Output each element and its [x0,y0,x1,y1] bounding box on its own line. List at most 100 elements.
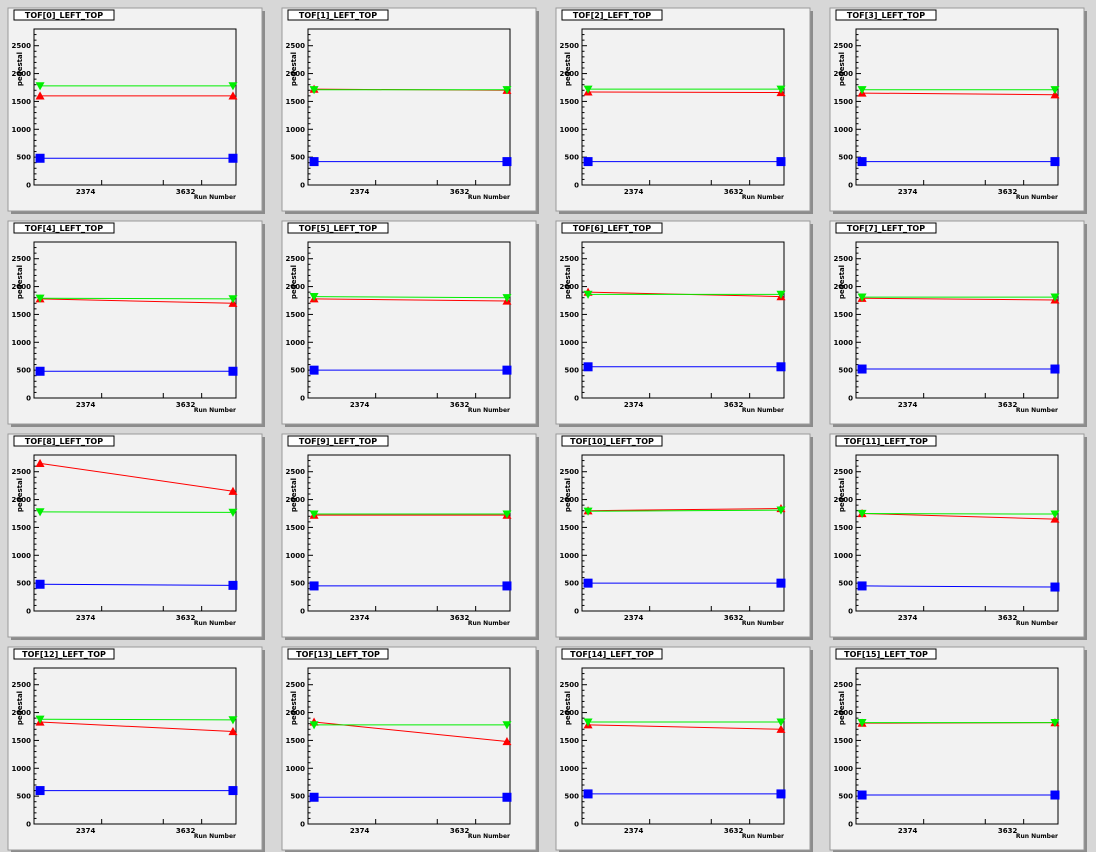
y-tick-label: 1500 [834,311,854,319]
data-point [502,157,512,167]
chart-title: TOF[2]_LEFT_TOP [573,11,651,20]
panel-background [829,7,1085,212]
chart-title: TOF[7]_LEFT_TOP [847,224,925,233]
panel-background [281,433,537,638]
panel-background [281,7,537,212]
data-point [1050,86,1060,95]
y-tick-label: 1000 [12,765,32,773]
series-line [314,298,507,302]
y-tick-label: 1500 [286,524,306,532]
data-point [857,790,867,800]
data-point [776,724,786,733]
y-axis-label: pedestal [16,265,24,299]
panel-background [555,7,811,212]
x-tick-label: 2374 [350,614,370,622]
x-tick-label: 3632 [450,401,470,409]
y-tick-label: 0 [300,182,305,190]
series-line [862,513,1055,520]
y-tick-label: 500 [290,580,305,588]
y-axis-label: pedestal [564,478,572,512]
x-tick-label: 2374 [76,614,96,622]
y-tick-label: 2500 [286,255,306,263]
y-tick-label: 2500 [12,42,32,50]
data-point [35,715,45,724]
y-tick-label: 1000 [834,765,854,773]
x-tick-label: 3632 [998,614,1018,622]
chart-title: TOF[13]_LEFT_TOP [296,650,380,659]
y-tick-label: 0 [574,395,579,403]
x-axis-label: Run Number [1016,620,1058,627]
y-tick-label: 1500 [834,98,854,106]
y-tick-label: 0 [848,821,853,829]
x-tick-label: 2374 [898,188,918,196]
data-point [35,786,45,796]
y-tick-label: 2500 [286,468,306,476]
x-tick-label: 2374 [624,827,644,835]
data-point [309,293,319,302]
chart-title: TOF[10]_LEFT_TOP [570,437,654,446]
y-tick-label: 500 [838,154,853,162]
data-point [583,157,593,167]
chart-title: TOF[0]_LEFT_TOP [25,11,103,20]
panel-background [7,646,263,851]
series-line [40,298,233,304]
panel-background [829,220,1085,425]
data-point [583,85,593,94]
series-line [40,583,233,586]
chart-title-box [13,435,115,447]
data-point [583,290,593,299]
data-point [1050,790,1060,800]
x-tick-label: 3632 [724,401,744,409]
series-line [40,718,233,721]
data-point [35,458,45,467]
chart-title: TOF[1]_LEFT_TOP [299,11,377,20]
data-point [35,366,45,376]
y-tick-label: 1500 [12,311,32,319]
y-tick-label: 1000 [834,552,854,560]
y-tick-label: 1000 [12,552,32,560]
data-point [309,510,319,519]
data-point [309,581,319,591]
data-point [35,91,45,100]
y-axis-label: pedestal [838,52,846,86]
chart-title: TOF[15]_LEFT_TOP [844,650,928,659]
chart-title-box [561,648,663,660]
y-tick-label: 0 [574,821,579,829]
y-tick-label: 1000 [286,765,306,773]
data-point [1050,293,1060,302]
y-tick-label: 2000 [12,709,32,717]
x-tick-label: 3632 [176,827,196,835]
y-tick-label: 0 [300,821,305,829]
data-point [228,580,238,590]
data-point [776,85,786,94]
data-point [502,721,512,730]
y-axis-label: pedestal [16,691,24,725]
data-point [228,716,238,725]
x-tick-label: 3632 [724,827,744,835]
series-line [40,297,233,300]
y-tick-label: 500 [290,367,305,375]
data-point [35,294,45,303]
data-point [776,718,786,727]
panel-background [281,646,537,851]
series-line [862,585,1055,588]
x-axis-label: Run Number [1016,407,1058,414]
x-tick-label: 3632 [724,614,744,622]
y-tick-label: 1000 [560,552,580,560]
series-line [588,509,781,512]
y-tick-label: 1000 [12,339,32,347]
y-tick-label: 2000 [12,283,32,291]
data-point [35,153,45,163]
data-point [1050,364,1060,374]
x-axis-label: Run Number [742,833,784,840]
data-point [1050,510,1060,519]
chart-title-box [835,9,937,21]
y-tick-label: 1000 [560,339,580,347]
x-axis-label: Run Number [194,407,236,414]
chart-title-box [13,9,115,21]
x-axis-label: Run Number [468,620,510,627]
